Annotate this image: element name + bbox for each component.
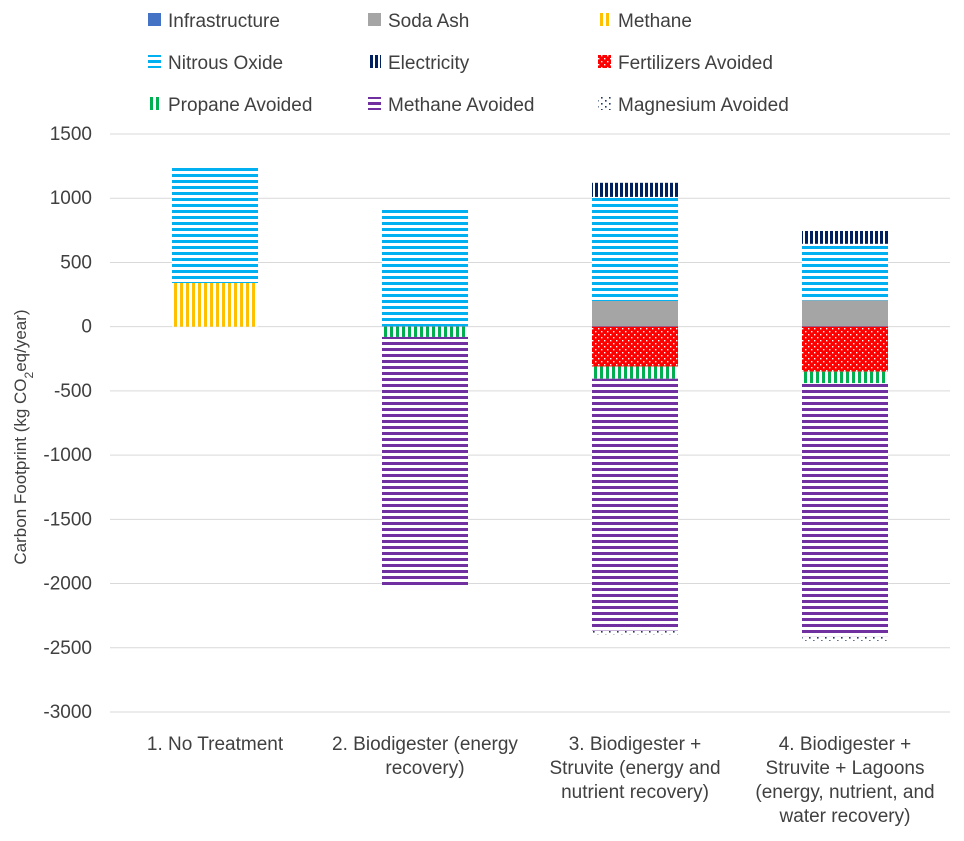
x-category-label: 2. Biodigester (energy recovery) <box>332 734 518 779</box>
y-axis-ticks: 1500 1000 500 0 -500 -1000 -1500 -2000 -2500 -300… <box>43 124 92 723</box>
bar-segment-propane-avoided <box>802 371 888 384</box>
y-tick-label: 1500 <box>50 124 92 145</box>
legend-item-methane: Methane <box>598 11 692 32</box>
legend-swatch <box>598 55 611 68</box>
y-tick-label: -2500 <box>43 638 92 659</box>
x-axis-categories: 1. No Treatment 2. Biodigester (energy rec… <box>147 734 935 827</box>
y-tick-label: -3000 <box>43 702 92 723</box>
x-category-label: 1. No Treatment <box>147 734 284 755</box>
legend-swatch <box>598 97 611 110</box>
bar-segment-magnesium-avoided <box>802 636 888 641</box>
bar-segment-propane-avoided <box>592 366 678 379</box>
bar-segment-methane-avoided <box>592 378 678 631</box>
bar-segment-soda-ash <box>592 300 678 327</box>
bar-segment-soda-ash <box>802 300 888 327</box>
legend-label: Propane Avoided <box>168 95 312 116</box>
x-category-label: 4. Biodigester + Struvite + Lagoons (energ… <box>755 734 934 827</box>
bar-segment-methane <box>172 282 258 327</box>
legend-label: Fertilizers Avoided <box>618 53 773 74</box>
legend-item-magnesium-avoided: Magnesium Avoided <box>598 95 789 116</box>
legend-item-infrastructure: Infrastructure <box>148 11 280 32</box>
bar-segment-nitrous-oxide <box>382 208 468 327</box>
bar-segment-electricity <box>592 182 678 197</box>
bar-segment-nitrous-oxide <box>172 165 258 283</box>
legend-label: Nitrous Oxide <box>168 53 283 74</box>
bar-segment-nitrous-oxide <box>802 243 888 301</box>
legend-swatch <box>368 13 381 26</box>
legend-label: Magnesium Avoided <box>618 95 789 116</box>
legend-swatch <box>368 97 381 110</box>
legend-swatch <box>148 55 161 68</box>
legend-item-propane-avoided: Propane Avoided <box>148 95 312 116</box>
legend-item-electricity: Electricity <box>368 53 470 74</box>
y-axis-label: Carbon Footprint (kg CO2eq/year) <box>11 309 36 564</box>
bar-segment-methane-avoided <box>382 336 468 588</box>
bars <box>172 165 888 641</box>
bar-segment-fertilizers-avoided <box>592 326 678 367</box>
x-category-label: 3. Biodigester + Struvite (energy and nutr… <box>549 734 720 803</box>
bar-segment-infrastructure <box>592 326 678 327</box>
y-tick-label: 500 <box>60 252 92 273</box>
legend-item-fertilizers-avoided: Fertilizers Avoided <box>598 53 773 74</box>
legend-item-nitrous-oxide: Nitrous Oxide <box>148 53 283 74</box>
legend-label: Soda Ash <box>388 11 469 32</box>
legend-swatch <box>598 13 611 26</box>
bar-segment-nitrous-oxide <box>592 196 678 301</box>
legend-item-methane-avoided: Methane Avoided <box>368 95 535 116</box>
legend-item-soda-ash: Soda Ash <box>368 11 469 32</box>
legend-label: Infrastructure <box>168 11 280 32</box>
bar-segment-infrastructure <box>382 326 468 327</box>
bar-segment-propane-avoided <box>382 326 468 337</box>
y-tick-label: -2000 <box>43 574 92 595</box>
legend-swatch <box>148 97 161 110</box>
legend-label: Methane Avoided <box>388 95 535 116</box>
y-tick-label: -500 <box>54 381 92 402</box>
y-tick-label: 0 <box>81 317 92 338</box>
legend-swatch <box>368 55 381 68</box>
legend-swatch <box>148 13 161 26</box>
legend: Infrastructure Soda Ash Methane Nitrous Oxi… <box>148 11 789 116</box>
bar-segment-methane-avoided <box>802 383 888 637</box>
bar-segment-electricity <box>802 230 888 244</box>
bar-segment-fertilizers-avoided <box>802 326 888 372</box>
bar-segment-magnesium-avoided <box>592 630 678 635</box>
y-tick-label: -1000 <box>43 445 92 466</box>
legend-label: Methane <box>618 11 692 32</box>
y-tick-label: -1500 <box>43 509 92 530</box>
legend-label: Electricity <box>388 53 470 74</box>
y-tick-label: 1000 <box>50 188 92 209</box>
bar-segment-infrastructure <box>802 326 888 327</box>
